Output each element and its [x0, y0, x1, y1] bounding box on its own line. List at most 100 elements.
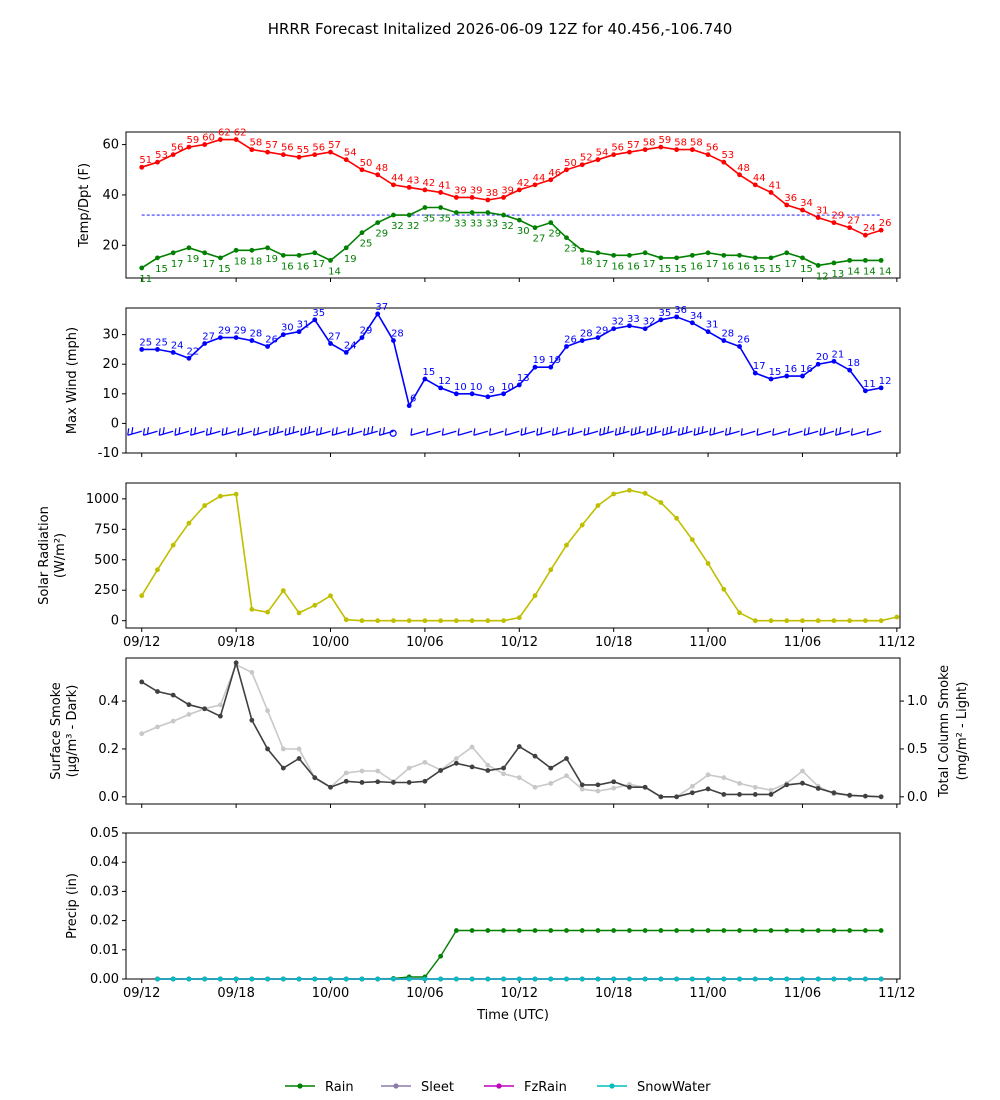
dewpoint-data-label: 18 [234, 256, 247, 267]
solar-radiation-series-point [233, 491, 239, 497]
barb-flag [728, 427, 732, 435]
solar-radiation-series-point [721, 586, 727, 592]
dewpoint-series-point [186, 245, 192, 251]
y-tick-label: 20 [102, 357, 119, 372]
y-right-axis-label: Total Column Smoke [937, 665, 952, 798]
solar-radiation-series-point [689, 537, 695, 543]
surface-smoke-series-point [737, 792, 742, 797]
y-tick-label: 0.2 [98, 742, 119, 757]
snowwater-series-point [548, 976, 554, 982]
y-axis-label: Max Wind (mph) [65, 327, 80, 434]
solar-radiation-series-point [359, 618, 365, 624]
surface-smoke-series-point [422, 778, 428, 784]
dewpoint-series-point [312, 250, 318, 256]
solar-radiation-series-point [391, 618, 396, 624]
max-wind-data-label: 24 [344, 340, 357, 351]
axes-frame [125, 131, 901, 279]
temperature-data-label: 48 [375, 163, 388, 174]
wind-barb [389, 429, 397, 437]
temperature-series-point [548, 177, 554, 183]
barb-flag [685, 426, 688, 434]
barb-flag [536, 428, 539, 436]
snowwater-series-point [862, 976, 868, 982]
max-wind-data-label: 13 [517, 373, 530, 384]
barb-flag [638, 426, 641, 434]
solar-radiation-series-point [202, 503, 208, 508]
dewpoint-data-label: 13 [832, 269, 845, 280]
solar-radiation-series-point [516, 615, 522, 621]
barb-shaft [583, 430, 599, 436]
temperature-series-point [438, 190, 444, 195]
dewpoint-data-label: 14 [879, 266, 892, 277]
rain-series-point [752, 928, 758, 933]
dewpoint-data-label: 33 [470, 219, 483, 230]
barb-flag [681, 427, 684, 435]
total-column-smoke-series-point [768, 787, 774, 793]
temperature-data-label: 52 [580, 153, 593, 164]
max-wind-series-point [485, 394, 491, 400]
temperature-data-label: 57 [328, 140, 341, 151]
wind-barb [567, 427, 583, 436]
surface-smoke-series-point [406, 780, 412, 785]
max-wind-series-point [642, 326, 648, 332]
wind-barb [488, 428, 504, 436]
total-column-smoke-series-point [689, 783, 695, 789]
dewpoint-data-label: 29 [548, 229, 561, 240]
dewpoint-data-label: 16 [737, 261, 750, 272]
barb-flag [709, 428, 712, 436]
temperature-data-label: 51 [139, 155, 152, 166]
wind-barb [221, 427, 237, 436]
x-tick-label: 10/18 [595, 635, 632, 650]
max-wind-series-point [391, 338, 396, 343]
temperature-series-point [312, 152, 318, 158]
max-wind-series-point [579, 338, 585, 343]
total-column-smoke-series [141, 663, 882, 798]
barb-flag [335, 427, 338, 435]
max-wind-series [141, 312, 882, 408]
surface-smoke-series-point [815, 786, 821, 791]
dewpoint-series-point [139, 265, 145, 271]
barb-flag [866, 428, 869, 436]
barb-flag [284, 428, 287, 436]
snowwater-series-point [501, 976, 506, 982]
max-wind-series-point [611, 326, 617, 332]
dewpoint-series-point [752, 255, 758, 261]
dewpoint-series-point [453, 210, 459, 215]
surface-smoke-series-point [862, 793, 868, 799]
wind-barb [378, 427, 394, 436]
total-column-smoke-series-point [170, 718, 176, 724]
max-wind-data-label: 15 [423, 367, 436, 378]
dewpoint-data-label: 15 [674, 264, 687, 275]
max-wind-series-point [155, 347, 160, 352]
max-wind-series-point [422, 376, 428, 382]
solar-radiation-series-point [453, 618, 459, 624]
dewpoint-series-point [375, 220, 381, 226]
solar-radiation-series-point [312, 602, 318, 608]
temperature-series-point [721, 159, 727, 165]
barb-flag [850, 428, 853, 436]
barb-flag [205, 428, 208, 436]
dewpoint-series-point [658, 255, 664, 261]
max-wind-series-point [438, 385, 444, 391]
wind-barb [772, 428, 787, 436]
snowwater-series-point [375, 976, 381, 982]
barb-flag [504, 428, 507, 436]
barb-shaft [489, 430, 504, 436]
max-wind-data-label: 19 [548, 355, 561, 366]
total-column-smoke-series-point [595, 788, 601, 794]
snowwater-series-point [658, 976, 664, 982]
temperature-series-point [139, 164, 145, 170]
x-tick-label: 09/18 [217, 986, 254, 1001]
snowwater-series-point [265, 976, 270, 982]
dewpoint-data-label: 27 [533, 234, 546, 245]
barb-flag [724, 428, 728, 436]
total-column-smoke-series-point [217, 702, 223, 708]
temperature-series-point [249, 147, 255, 153]
surface-smoke-series-point [139, 679, 145, 685]
dewpoint-series [141, 206, 882, 269]
max-wind-series-point [280, 332, 286, 338]
temperature-data-label: 59 [659, 135, 672, 146]
solar-radiation-series-point [579, 522, 585, 528]
dewpoint-series-point [155, 255, 160, 261]
solar-radiation-series-point [485, 618, 491, 624]
